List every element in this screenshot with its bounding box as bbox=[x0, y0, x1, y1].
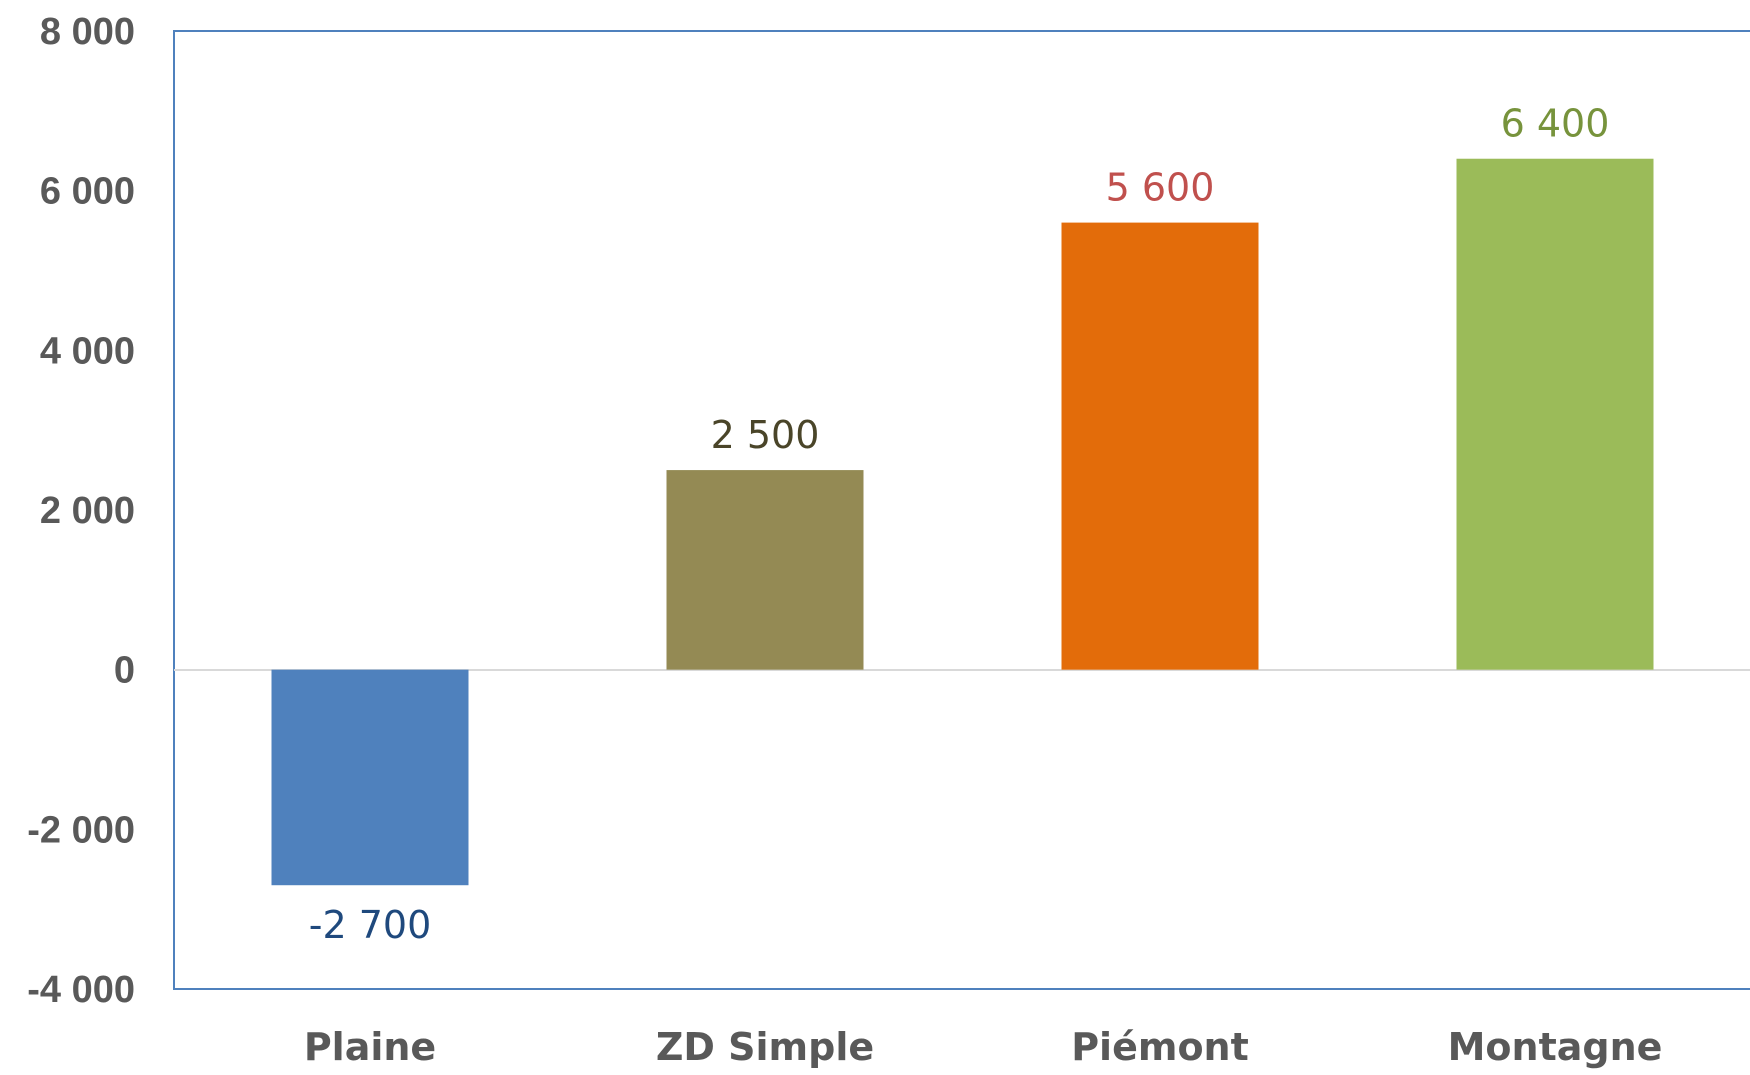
data-label: -2 700 bbox=[309, 903, 432, 947]
x-tick-label: Plaine bbox=[304, 1025, 436, 1069]
plot-frame bbox=[173, 30, 1750, 990]
x-tick-label: ZD Simple bbox=[656, 1025, 874, 1069]
y-tick-label: 4 000 bbox=[40, 330, 135, 372]
bar bbox=[666, 470, 864, 670]
y-tick-label: 8 000 bbox=[40, 11, 135, 53]
y-tick-label: 0 bbox=[114, 650, 135, 692]
x-axis: Plaine ZD Simple Piémont Montagne bbox=[304, 1025, 1663, 1069]
bar bbox=[1456, 158, 1654, 670]
y-tick-label: -2 000 bbox=[27, 809, 135, 851]
data-label: 2 500 bbox=[711, 413, 820, 457]
bar bbox=[1061, 222, 1259, 670]
y-axis: 8 000 6 000 4 000 2 000 0 -2 000 -4 000 bbox=[27, 11, 135, 1011]
y-tick-label: -4 000 bbox=[27, 969, 135, 1011]
y-tick-label: 6 000 bbox=[40, 171, 135, 213]
data-labels: -2 700 2 500 5 600 6 400 bbox=[309, 102, 1610, 947]
bars bbox=[271, 158, 1654, 886]
x-tick-label: Montagne bbox=[1448, 1025, 1663, 1069]
data-label: 6 400 bbox=[1501, 102, 1610, 146]
y-tick-label: 2 000 bbox=[40, 490, 135, 532]
x-tick-label: Piémont bbox=[1071, 1025, 1249, 1069]
bar bbox=[271, 669, 469, 886]
data-label: 5 600 bbox=[1106, 166, 1215, 210]
